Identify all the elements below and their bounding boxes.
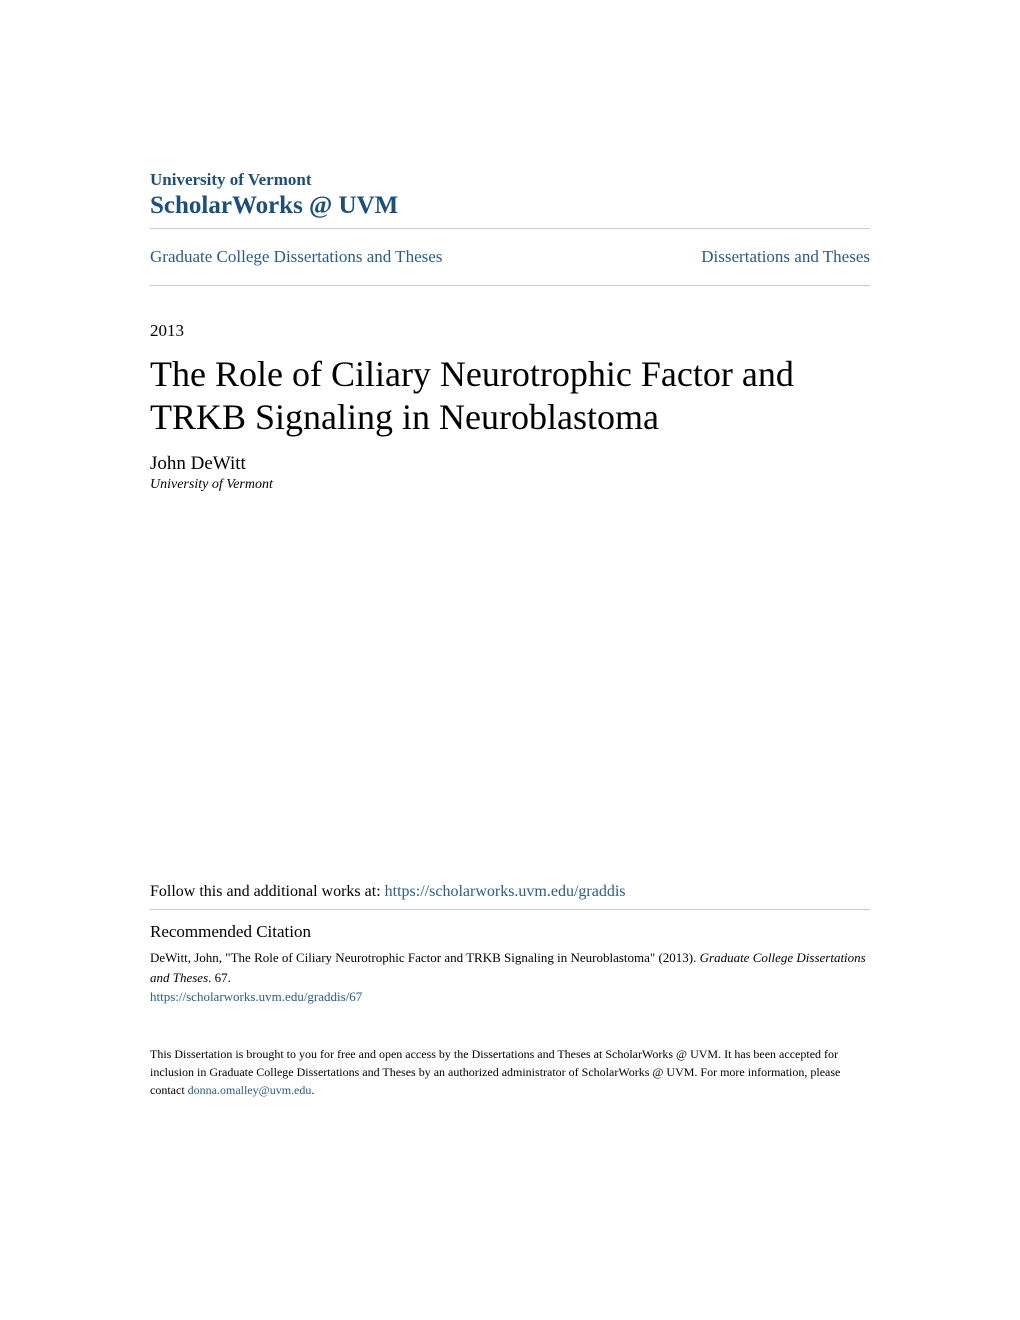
author-affiliation: University of Vermont [150, 477, 870, 493]
citation-text: DeWitt, John, "The Role of Ciliary Neuro… [150, 948, 870, 987]
divider-top [150, 228, 870, 229]
citation-part2: . 67. [208, 970, 231, 985]
page-header: University of Vermont ScholarWorks @ UVM [150, 170, 870, 220]
institution-name: University of Vermont [150, 170, 870, 190]
follow-section: Follow this and additional works at: htt… [150, 883, 870, 901]
footer-email-link[interactable]: donna.omalley@uvm.edu [188, 1083, 312, 1097]
paper-title: The Role of Ciliary Neurotrophic Factor … [150, 353, 870, 439]
citation-link[interactable]: https://scholarworks.uvm.edu/graddis/67 [150, 989, 870, 1005]
follow-link[interactable]: https://scholarworks.uvm.edu/graddis [385, 883, 626, 900]
breadcrumb-left-link[interactable]: Graduate College Dissertations and These… [150, 247, 442, 267]
footer-part2: . [311, 1083, 314, 1097]
publication-year: 2013 [150, 321, 870, 341]
author-name: John DeWitt [150, 453, 870, 475]
citation-heading: Recommended Citation [150, 922, 870, 942]
footer-text: This Dissertation is brought to you for … [150, 1045, 870, 1099]
divider-breadcrumb [150, 285, 870, 286]
follow-text: Follow this and additional works at: [150, 883, 385, 900]
divider-follow [150, 909, 870, 910]
breadcrumb-right-link[interactable]: Dissertations and Theses [701, 247, 870, 267]
repository-link[interactable]: ScholarWorks @ UVM [150, 192, 398, 219]
citation-part1: DeWitt, John, "The Role of Ciliary Neuro… [150, 950, 700, 965]
breadcrumb: Graduate College Dissertations and These… [150, 237, 870, 277]
